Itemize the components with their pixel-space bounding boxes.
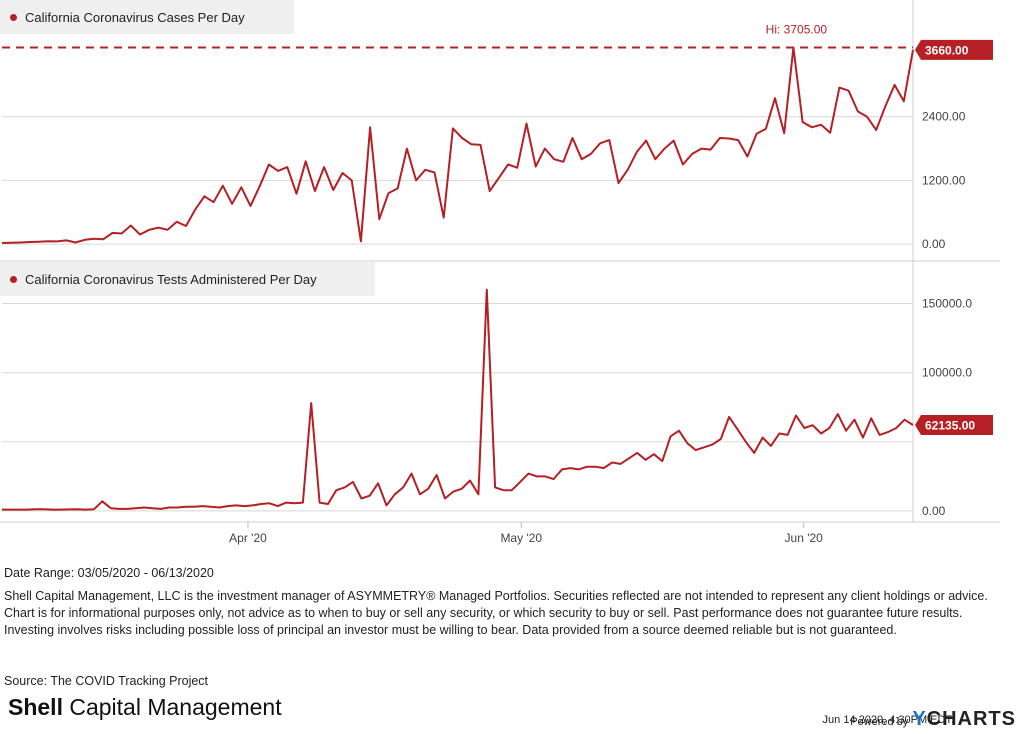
chart-area: 0.00 1200.00 2400.00 3660.00 Hi: 3705.00 0.00…: [0, 0, 1000, 545]
brand-bold: Shell: [8, 694, 63, 720]
x-tick-label: May '20: [500, 531, 542, 545]
cases-y-tick-label: 2400.00: [922, 110, 966, 124]
powered-by-text: Powered by: [850, 716, 909, 728]
legend-label-cases: California Coronavirus Cases Per Day: [25, 9, 245, 25]
disclaimer-text: Shell Capital Management, LLC is the inv…: [4, 589, 988, 637]
tests-y-tick-label: 0.00: [922, 504, 946, 518]
cases-last-value-tag: 3660.00: [915, 39, 993, 60]
cases-last-value-label: 3660.00: [925, 43, 969, 57]
ycharts-y: Y: [912, 708, 927, 730]
legend-marker-tests: [10, 275, 17, 283]
tests-y-tick-label: 100000.0: [922, 366, 972, 380]
x-tick-label: Apr '20: [229, 531, 267, 545]
brand-logo: Shell Capital Management: [8, 694, 282, 721]
tests-series-line: [2, 288, 914, 511]
powered-by[interactable]: Powered by YCHARTS: [850, 708, 1016, 731]
brand-rest: Capital Management: [62, 694, 282, 720]
cases-last-value-bg: [915, 39, 993, 60]
timestamp: Jun 14 2020, 4:30PM EDT.: [822, 714, 954, 726]
cases-y-tick-label: 1200.00: [922, 173, 966, 187]
cases-y-tick-label: 0.00: [922, 237, 946, 251]
legend-marker-cases: [10, 13, 17, 21]
tests-y-tick-label: 150000.0: [922, 296, 972, 310]
tests-last-value-tag: 62135.00: [915, 415, 993, 436]
tests-last-value-label: 62135.00: [925, 419, 975, 433]
cases-high-label: Hi: 3705.00: [766, 22, 828, 36]
source-text: Source: The COVID Tracking Project: [4, 674, 209, 688]
ycharts-rest: CHARTS: [926, 708, 1016, 730]
legend-tests: California Coronavirus Tests Administere…: [0, 262, 375, 296]
legend-cases: California Coronavirus Cases Per Day: [0, 0, 294, 34]
tests-last-value-bg: [915, 415, 993, 436]
date-range: Date Range: 03/05/2020 - 06/13/2020: [4, 566, 214, 580]
cases-series-line: [1, 46, 914, 244]
ycharts-logo[interactable]: YCHARTS: [912, 708, 1016, 731]
x-tick-label: Jun '20: [785, 531, 824, 545]
legend-label-tests: California Coronavirus Tests Administere…: [25, 271, 317, 287]
